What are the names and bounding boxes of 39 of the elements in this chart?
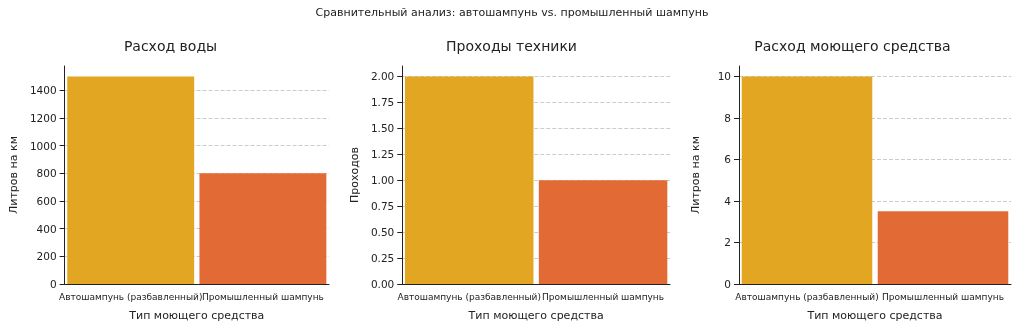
y-tick-label: 1200 bbox=[29, 111, 57, 124]
y-tick-label: 0 bbox=[49, 278, 57, 290]
chart-title: Проходы техники bbox=[446, 38, 577, 54]
y-tick-label: 600 bbox=[36, 194, 57, 207]
x-tick-label: Промышленный шампунь bbox=[882, 291, 1004, 302]
y-tick-label: 1000 bbox=[29, 139, 57, 152]
x-axis-title: Тип моющего средства bbox=[467, 309, 604, 322]
y-tick-label: 1.00 bbox=[370, 174, 395, 187]
x-tick-label: Автошампунь (разбавленный) bbox=[59, 291, 203, 302]
y-axis-title: Литров на км bbox=[689, 136, 702, 214]
y-tick-label: 0.50 bbox=[370, 226, 395, 239]
y-tick-label: 800 bbox=[36, 167, 57, 180]
y-tick-label: 400 bbox=[36, 222, 57, 235]
y-tick-label: 1.50 bbox=[370, 122, 395, 135]
chart-title: Расход воды bbox=[123, 38, 218, 54]
x-tick-label: Автошампунь (разбавленный) bbox=[397, 291, 541, 302]
y-tick-label: 2.00 bbox=[370, 70, 395, 83]
chart-title: Расход моющего средства bbox=[754, 38, 951, 54]
y-tick-label: 0.75 bbox=[370, 200, 395, 213]
y-axis-title: Проходов bbox=[348, 146, 361, 204]
y-tick-label: 0 bbox=[724, 278, 731, 290]
y-tick-label: 4 bbox=[724, 194, 732, 207]
y-tick-label: 0.25 bbox=[370, 252, 395, 265]
x-axis-title: Тип моющего средства bbox=[128, 309, 265, 322]
y-tick-label: 200 bbox=[36, 250, 57, 263]
x-axis-title: Тип моющего средства bbox=[806, 309, 943, 322]
y-tick-label: 0.00 bbox=[370, 278, 395, 290]
y-tick-label: 10 bbox=[717, 70, 731, 83]
x-tick-label: Промышленный шампунь bbox=[201, 291, 324, 302]
y-tick-label: 1.75 bbox=[370, 96, 395, 109]
y-tick-label: 2 bbox=[724, 236, 731, 249]
x-tick-label: Промышленный шампунь bbox=[542, 291, 665, 302]
y-tick-label: 1.25 bbox=[370, 148, 395, 161]
y-tick-label: 1400 bbox=[29, 84, 57, 97]
y-axis-title: Литров на км bbox=[7, 136, 20, 214]
x-tick-label: Автошампунь (разбавленный) bbox=[735, 291, 879, 302]
text: Сравнительный анализ: автошампунь vs. промышленный шампунь bbox=[315, 6, 709, 19]
y-tick-label: 6 bbox=[724, 153, 732, 166]
y-tick-label: 8 bbox=[724, 111, 731, 124]
